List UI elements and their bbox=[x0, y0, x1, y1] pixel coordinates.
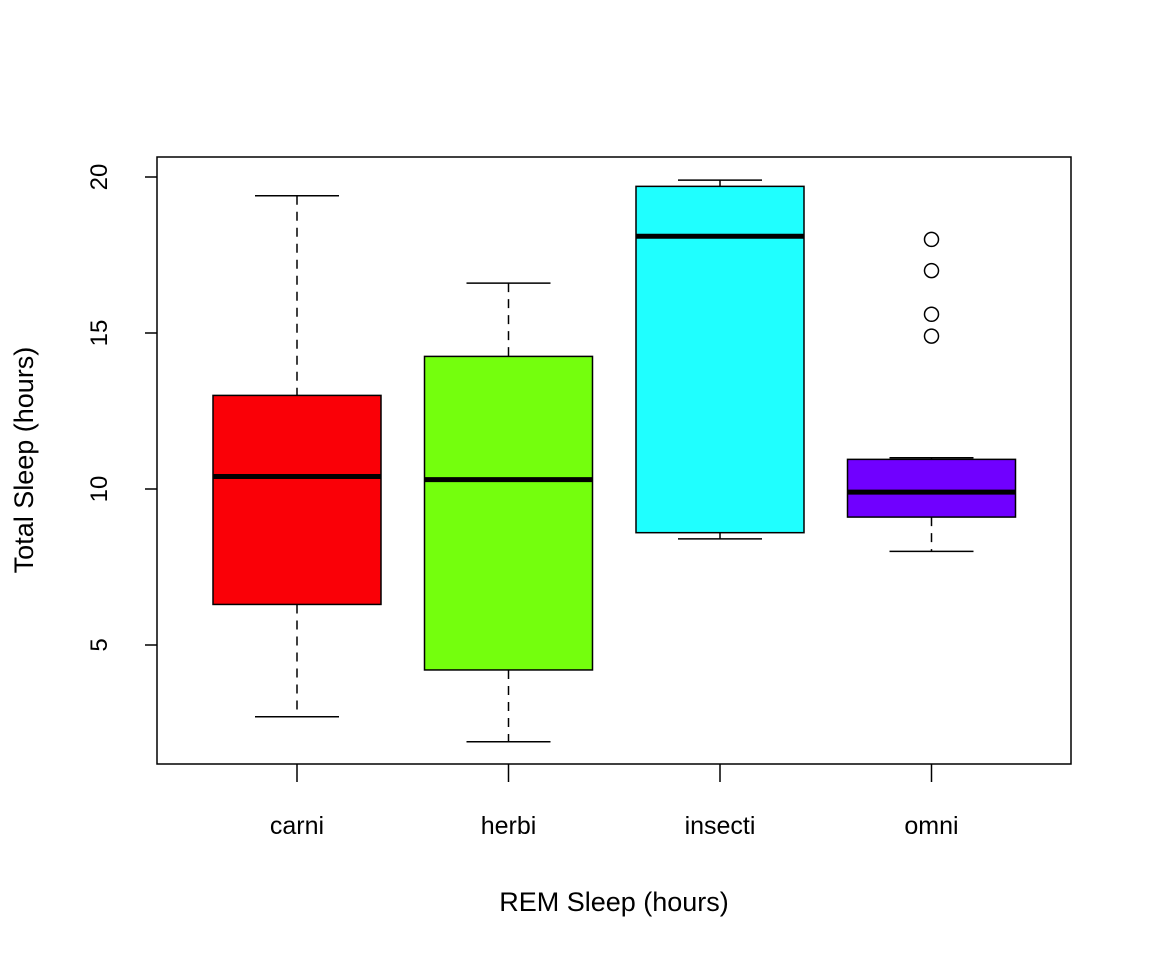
y-axis-label: Total Sleep (hours) bbox=[9, 347, 39, 574]
x-tick-label: herbi bbox=[481, 812, 537, 840]
plot-frame bbox=[156, 156, 1072, 765]
y-tick-label: 15 bbox=[86, 320, 113, 347]
outlier-point bbox=[923, 231, 940, 248]
y-tick-label: 20 bbox=[86, 164, 113, 191]
box-omni bbox=[846, 458, 1017, 518]
box-herbi bbox=[423, 355, 594, 671]
x-tick-label: insecti bbox=[685, 812, 756, 840]
outlier-point bbox=[923, 262, 940, 279]
x-tick-label: omni bbox=[904, 812, 958, 840]
box-insecti bbox=[635, 185, 805, 534]
y-tick-label: 5 bbox=[86, 638, 113, 651]
x-axis-label: REM Sleep (hours) bbox=[499, 887, 729, 917]
box-carni bbox=[212, 394, 382, 606]
outlier-point bbox=[923, 328, 940, 344]
y-tick-label: 10 bbox=[86, 476, 113, 503]
x-tick-label: carni bbox=[270, 812, 324, 840]
outlier-point bbox=[923, 306, 940, 323]
